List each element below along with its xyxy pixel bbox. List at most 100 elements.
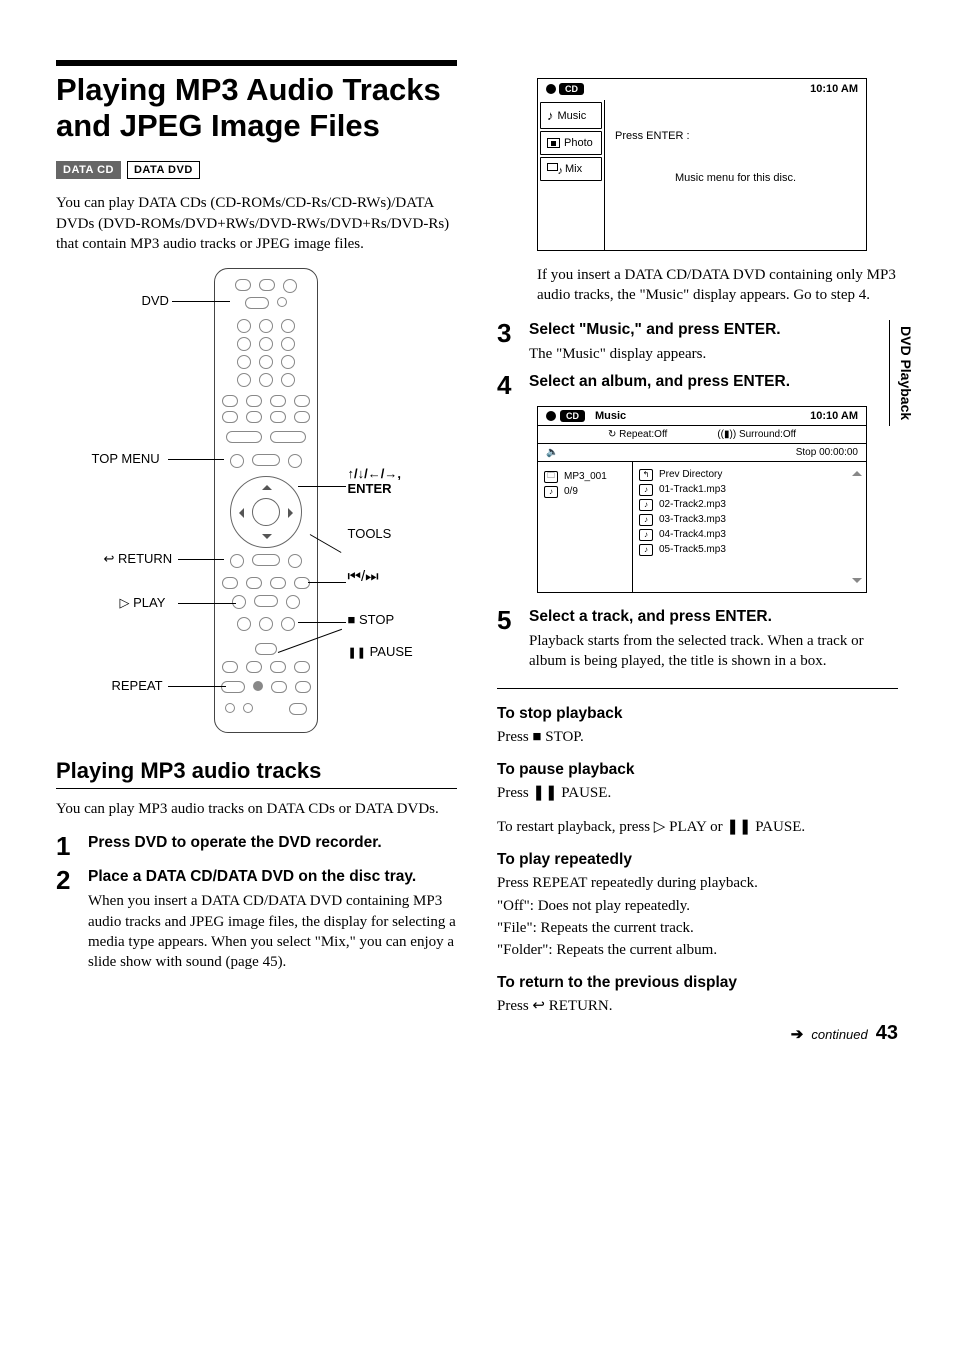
screen-title: Music <box>595 410 626 422</box>
step-head: Place a DATA CD/DATA DVD on the disc tra… <box>88 867 457 887</box>
ui2-options: ↻ Repeat:Off ((▮)) Surround:Off <box>538 426 866 444</box>
label-top-menu: TOP MENU <box>92 451 160 466</box>
return-text: Press ↩ RETURN. <box>497 996 898 1016</box>
sidebar-item-photo[interactable]: Photo <box>540 131 602 155</box>
track-row[interactable]: ♪01-Track1.mp3 <box>639 484 860 496</box>
badge-data-dvd: DATA DVD <box>127 161 200 179</box>
music-note-icon: ♪ <box>639 529 653 541</box>
repeat-l2: "Off": Does not play repeatedly. <box>497 896 898 916</box>
step-number: 4 <box>497 372 519 398</box>
format-badges: DATA CD DATA DVD <box>56 161 457 179</box>
ui2-header: CD Music 10:10 AM <box>538 407 866 426</box>
label-repeat: REPEAT <box>112 678 163 693</box>
step-head: Press DVD to operate the DVD recorder. <box>88 833 457 853</box>
right-column: CD 10:10 AM ♪ Music Photo <box>497 60 898 1031</box>
label-prev-next: ⏮/⏭ <box>348 568 379 585</box>
speaker-icon: 🔈 <box>546 447 558 458</box>
track-name: 04-Track4.mp3 <box>659 529 726 540</box>
step-text: Playback starts from the selected track.… <box>529 631 898 672</box>
step-number: 5 <box>497 607 519 672</box>
label-dvd: DVD <box>142 293 169 308</box>
ui2-status: 🔈 Stop 00:00:00 <box>538 444 866 462</box>
step-3: 3 Select "Music," and press ENTER. The "… <box>497 320 898 364</box>
step-number: 3 <box>497 320 519 364</box>
track-row[interactable]: ♪05-Track5.mp3 <box>639 544 860 556</box>
repeat-icon: ↻ <box>608 429 619 440</box>
sidebar-item-mix[interactable]: ♪ Mix <box>540 157 602 181</box>
step-2: 2 Place a DATA CD/DATA DVD on the disc t… <box>56 867 457 972</box>
step-number: 1 <box>56 833 78 859</box>
step-text: When you insert a DATA CD/DATA DVD conta… <box>88 891 457 972</box>
label-arrows-enter: ↑/↓/←/→,ENTER <box>348 466 401 496</box>
track-count-row: ♪ 0/9 <box>544 486 626 498</box>
step-number: 2 <box>56 867 78 972</box>
label-tools: TOOLS <box>348 526 392 541</box>
surround-status: ((▮)) Surround:Off <box>717 429 796 440</box>
sidebar-item-music[interactable]: ♪ Music <box>540 102 602 129</box>
label-return: ↩ RETURN <box>104 551 173 567</box>
photo-icon <box>547 138 560 148</box>
repeat-l3: "File": Repeats the current track. <box>497 918 898 938</box>
stop-text: Press ■ STOP. <box>497 727 898 747</box>
track-list: ↰ Prev Directory ♪01-Track1.mp3 ♪02-Trac… <box>633 462 866 592</box>
repeat-l4: "Folder": Repeats the current album. <box>497 940 898 960</box>
scroll-down-icon[interactable] <box>852 578 862 588</box>
music-note-icon: ♪ <box>547 108 554 123</box>
subhead-stop: To stop playback <box>497 705 898 723</box>
clock: 10:10 AM <box>810 83 858 95</box>
media-sidebar: ♪ Music Photo ♪ Mix <box>538 100 604 250</box>
mix-icon: ♪ <box>547 163 561 175</box>
track-row[interactable]: ♪03-Track3.mp3 <box>639 514 860 526</box>
page-columns: Playing MP3 Audio Tracks and JPEG Image … <box>56 60 898 1031</box>
after-ui1-text: If you insert a DATA CD/DATA DVD contain… <box>537 265 898 306</box>
pause-text-2: To restart playback, press ▷ PLAY or ❚❚ … <box>497 817 898 837</box>
step-head: Select "Music," and press ENTER. <box>529 320 898 340</box>
prev-directory[interactable]: ↰ Prev Directory <box>639 469 860 481</box>
title-rule <box>56 60 457 66</box>
track-row[interactable]: ♪02-Track2.mp3 <box>639 499 860 511</box>
music-note-icon: ♪ <box>639 499 653 511</box>
disc-type: CD <box>559 83 584 95</box>
subhead-repeat: To play repeatedly <box>497 851 898 869</box>
disc-type: CD <box>560 410 585 422</box>
step-4: 4 Select an album, and press ENTER. <box>497 372 898 398</box>
continued-label: continued <box>811 1027 867 1042</box>
sidebar-label: Photo <box>564 137 593 149</box>
repeat-status: ↻ Repeat:Off <box>608 429 667 440</box>
folder-icon: 🗀 <box>544 471 558 483</box>
step-head: Select an album, and press ENTER. <box>529 372 898 392</box>
nav-center <box>252 498 280 526</box>
step-text: The "Music" display appears. <box>529 344 898 364</box>
disc-indicator: CD <box>546 83 584 95</box>
step-head: Select a track, and press ENTER. <box>529 607 898 627</box>
pause-text-1: Press ❚❚ PAUSE. <box>497 783 898 803</box>
track-name: 03-Track3.mp3 <box>659 514 726 525</box>
disc-dot-icon <box>546 411 556 421</box>
media-select-screen: CD 10:10 AM ♪ Music Photo <box>537 78 867 251</box>
remote-diagram: DVD TOP MENU ↩ RETURN ▷ PLAY REPEAT ↑/↓/… <box>72 268 442 738</box>
track-count: 0/9 <box>564 486 578 497</box>
step-1: 1 Press DVD to operate the DVD recorder. <box>56 833 457 859</box>
disc-dot-icon <box>546 84 556 94</box>
left-column: Playing MP3 Audio Tracks and JPEG Image … <box>56 60 457 1031</box>
track-row[interactable]: ♪ 04-Track4.mp3 <box>639 529 860 541</box>
intro-text: You can play DATA CDs (CD-ROMs/CD-Rs/CD-… <box>56 193 457 254</box>
label-pause: ❚❚ PAUSE <box>348 644 413 659</box>
prev-dir-label: Prev Directory <box>659 469 722 480</box>
clock: 10:10 AM <box>810 410 858 422</box>
track-name: 01-Track1.mp3 <box>659 484 726 495</box>
album-folder[interactable]: 🗀 MP3_001 <box>544 471 626 483</box>
track-name: 05-Track5.mp3 <box>659 544 726 555</box>
music-note-icon: ♪ <box>544 486 558 498</box>
label-stop: ■ STOP <box>348 612 395 627</box>
scroll-up-icon[interactable] <box>852 466 862 476</box>
up-folder-icon: ↰ <box>639 469 653 481</box>
badge-data-cd: DATA CD <box>56 161 121 179</box>
divider <box>497 688 898 689</box>
press-enter-text: Press ENTER : <box>615 130 856 142</box>
sidebar-label: Music <box>558 110 587 122</box>
section-tab: DVD Playback <box>889 320 918 426</box>
continued-arrow-icon: ➔ <box>791 1025 804 1043</box>
surround-icon: ((▮)) <box>717 429 739 440</box>
playback-status: Stop 00:00:00 <box>796 447 858 458</box>
